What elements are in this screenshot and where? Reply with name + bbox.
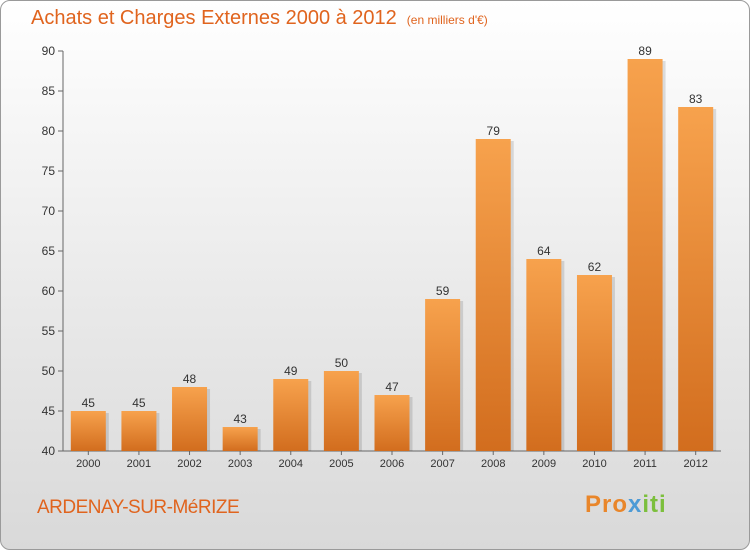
y-tick-label: 55 bbox=[42, 324, 56, 338]
value-label-2012: 83 bbox=[689, 92, 703, 106]
value-label-2006: 47 bbox=[385, 380, 399, 394]
y-tick-label: 75 bbox=[42, 164, 56, 178]
bar-2003 bbox=[222, 427, 258, 451]
logo-part: x bbox=[628, 491, 643, 518]
x-tick-label: 2012 bbox=[683, 458, 707, 470]
value-label-2003: 43 bbox=[233, 412, 247, 426]
y-tick-label: 45 bbox=[42, 404, 56, 418]
x-tick-label: 2006 bbox=[380, 458, 404, 470]
x-tick-label: 2000 bbox=[76, 458, 100, 470]
value-label-2008: 79 bbox=[487, 124, 501, 138]
chart-title: Achats et Charges Externes 2000 à 2012 (e… bbox=[31, 7, 488, 30]
value-label-2005: 50 bbox=[335, 356, 349, 370]
y-tick-label: 65 bbox=[42, 244, 56, 258]
value-label-2001: 45 bbox=[132, 396, 146, 410]
bar-2002 bbox=[172, 387, 208, 451]
y-tick-label: 60 bbox=[42, 284, 56, 298]
value-label-2007: 59 bbox=[436, 284, 450, 298]
value-label-2011: 89 bbox=[638, 44, 652, 58]
y-tick-label: 90 bbox=[42, 44, 56, 58]
x-tick-label: 2008 bbox=[481, 458, 505, 470]
x-tick-label: 2002 bbox=[177, 458, 201, 470]
bar-2004 bbox=[273, 379, 309, 451]
proxiti-logo[interactable]: Proxiti bbox=[585, 491, 667, 519]
value-label-2002: 48 bbox=[183, 372, 197, 386]
bar-2011 bbox=[627, 59, 663, 451]
x-axis: 2000 2001 2002 2003 2004 2005 2006 2007 2008 2009… bbox=[63, 450, 721, 470]
value-label-2004: 49 bbox=[284, 364, 298, 378]
bar-2001 bbox=[121, 411, 157, 451]
y-axis: 40 45 50 55 60 65 70 75 80 85 90 bbox=[42, 44, 64, 458]
x-tick-label: 2009 bbox=[532, 458, 556, 470]
x-tick-label: 2001 bbox=[127, 458, 151, 470]
x-tick-label: 2004 bbox=[279, 458, 303, 470]
y-tick-label: 50 bbox=[42, 364, 56, 378]
bar-2008 bbox=[475, 139, 511, 451]
value-label-2010: 62 bbox=[588, 260, 602, 274]
x-tick-label: 2011 bbox=[633, 458, 657, 470]
bar-2000 bbox=[70, 411, 106, 451]
value-labels: 45 45 48 43 49 50 47 59 79 64 62 89 83 bbox=[82, 44, 703, 426]
bar-2010 bbox=[576, 275, 612, 451]
x-tick-label: 2007 bbox=[430, 458, 454, 470]
logo-part: iti bbox=[642, 491, 667, 518]
logo-part: Pro bbox=[585, 491, 629, 518]
bar-2009 bbox=[526, 259, 562, 451]
y-tick-label: 85 bbox=[42, 84, 56, 98]
chart-unit: (en milliers d'€) bbox=[406, 13, 488, 27]
y-tick-label: 40 bbox=[42, 444, 56, 458]
chart-title-text: Achats et Charges Externes 2000 à 2012 bbox=[31, 7, 397, 29]
bars bbox=[70, 59, 717, 451]
x-tick-label: 2010 bbox=[582, 458, 606, 470]
commune-name: ARDENAY-SUR-MéRIZE bbox=[37, 497, 240, 518]
value-label-2000: 45 bbox=[82, 396, 96, 410]
y-tick-label: 80 bbox=[42, 124, 56, 138]
value-label-2009: 64 bbox=[537, 244, 551, 258]
bar-2012 bbox=[678, 107, 714, 451]
bar-2005 bbox=[323, 371, 359, 451]
bar-2007 bbox=[425, 299, 461, 451]
y-tick-label: 70 bbox=[42, 204, 56, 218]
x-tick-label: 2005 bbox=[329, 458, 353, 470]
x-tick-label: 2003 bbox=[228, 458, 252, 470]
bar-2006 bbox=[374, 395, 410, 451]
